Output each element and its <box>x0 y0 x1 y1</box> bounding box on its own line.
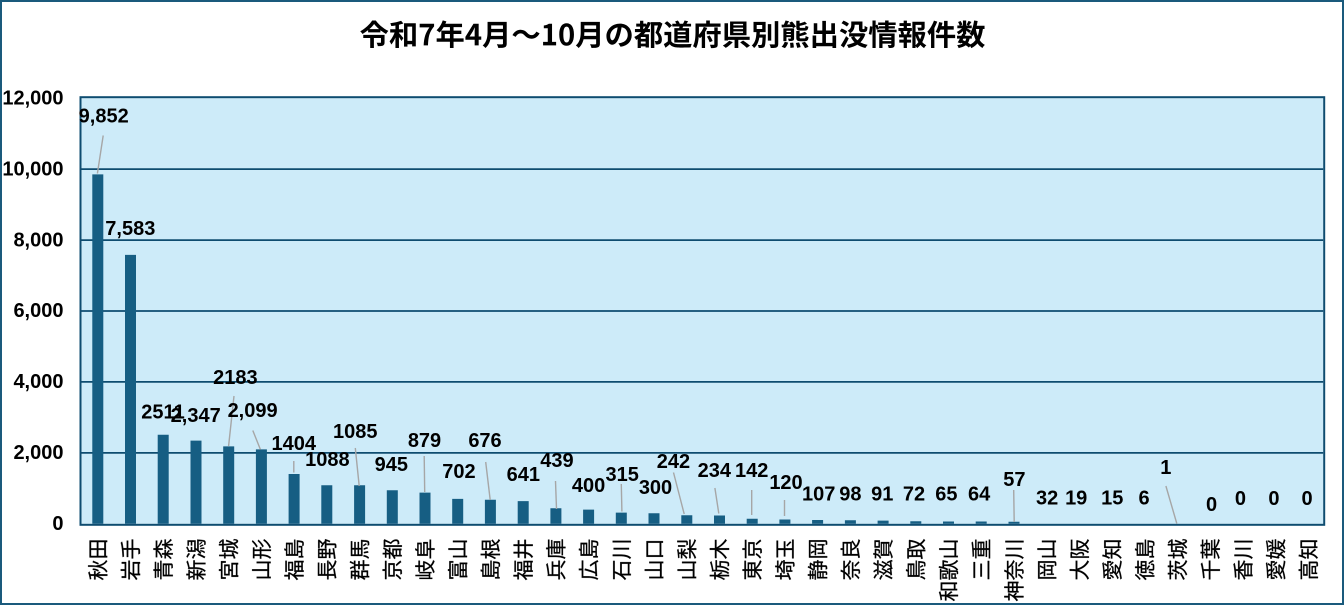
svg-text:19: 19 <box>1065 488 1087 510</box>
svg-text:4,000: 4,000 <box>13 371 63 393</box>
svg-text:2,099: 2,099 <box>228 400 278 422</box>
svg-text:2183: 2183 <box>213 367 258 389</box>
svg-text:400: 400 <box>572 475 605 497</box>
svg-text:12,000: 12,000 <box>2 87 63 109</box>
svg-text:0: 0 <box>1268 488 1279 510</box>
svg-text:2,347: 2,347 <box>171 405 221 427</box>
svg-text:32: 32 <box>1036 488 1058 510</box>
svg-text:439: 439 <box>540 450 573 472</box>
svg-text:2511: 2511 <box>141 402 184 424</box>
svg-text:6: 6 <box>1138 488 1149 510</box>
svg-text:15: 15 <box>1101 488 1123 510</box>
svg-text:107: 107 <box>802 484 835 506</box>
svg-text:10,000: 10,000 <box>2 158 63 180</box>
svg-text:1085: 1085 <box>333 421 378 443</box>
svg-text:8,000: 8,000 <box>13 229 63 251</box>
svg-text:7,583: 7,583 <box>105 218 155 240</box>
svg-text:120: 120 <box>769 472 802 494</box>
svg-text:879: 879 <box>408 430 441 452</box>
svg-text:57: 57 <box>1003 469 1025 491</box>
svg-text:234: 234 <box>698 460 732 482</box>
svg-text:9,852: 9,852 <box>79 105 129 127</box>
svg-text:1: 1 <box>1160 457 1171 479</box>
svg-text:641: 641 <box>507 464 540 486</box>
svg-text:6,000: 6,000 <box>13 300 63 322</box>
svg-text:676: 676 <box>468 430 501 452</box>
svg-text:0: 0 <box>1206 494 1217 516</box>
svg-text:0: 0 <box>52 513 63 535</box>
svg-text:2,000: 2,000 <box>13 442 63 464</box>
svg-text:315: 315 <box>606 464 639 486</box>
svg-text:64: 64 <box>968 484 991 506</box>
svg-text:300: 300 <box>639 477 672 499</box>
svg-text:91: 91 <box>871 484 893 506</box>
svg-text:702: 702 <box>442 461 475 483</box>
svg-text:0: 0 <box>1302 488 1313 510</box>
svg-text:1088: 1088 <box>305 449 350 471</box>
svg-text:98: 98 <box>839 484 861 506</box>
svg-text:65: 65 <box>935 484 957 506</box>
svg-text:142: 142 <box>735 460 768 482</box>
svg-text:242: 242 <box>657 451 690 473</box>
svg-text:0: 0 <box>1235 488 1246 510</box>
svg-text:945: 945 <box>375 454 408 476</box>
svg-text:72: 72 <box>903 484 925 506</box>
svg-text:1404: 1404 <box>272 433 317 455</box>
